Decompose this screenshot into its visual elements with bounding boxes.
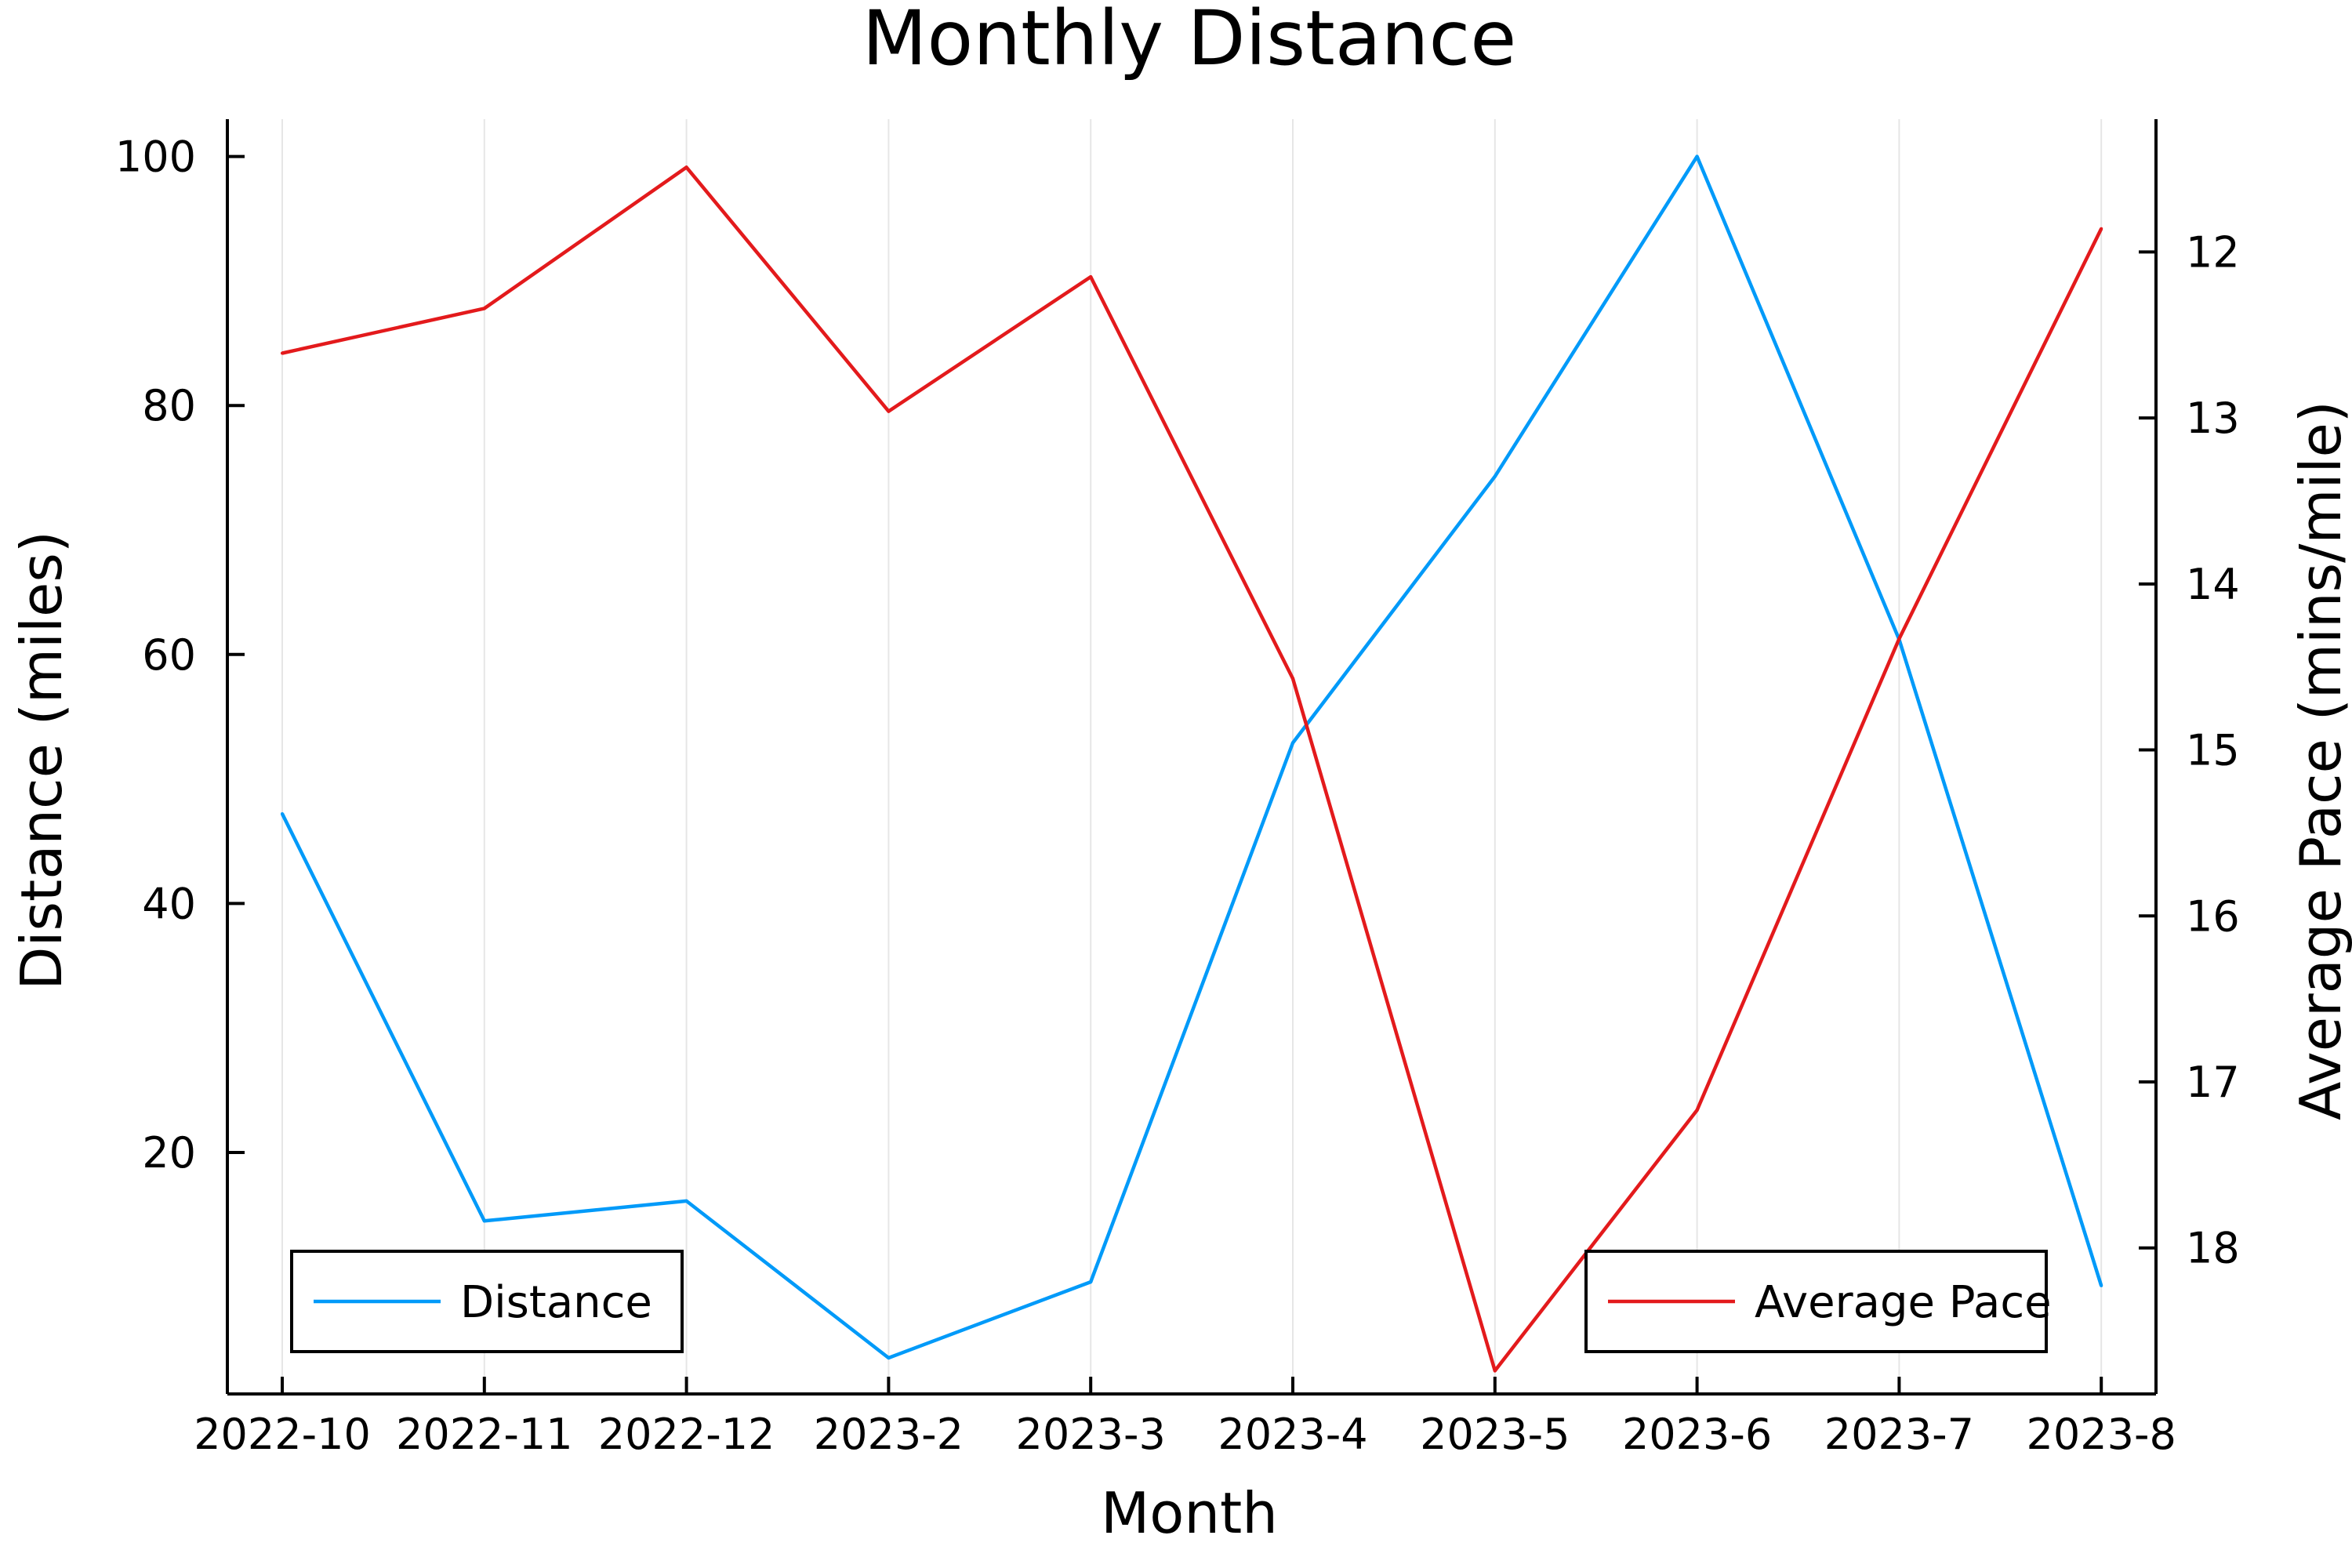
average-pace-point-2022-10 [281,351,284,355]
x-tick-label-2023-7: 2023-7 [1824,1410,1974,1459]
x-tick-label-2023-3: 2023-3 [1016,1410,1166,1459]
average-pace-legend: Average Pace [1584,1250,2052,1353]
x-tick-label-2023-4: 2023-4 [1218,1410,1367,1459]
distance-legend-label: Distance [460,1277,652,1328]
y2-tick-label-15: 15 [2186,726,2240,775]
chart-title: Monthly Distance [862,0,1517,82]
average-pace-point-2023-3 [1089,275,1093,279]
y2-tick-label-14: 14 [2186,560,2240,609]
x-tick-label-2022-10: 2022-10 [194,1410,371,1459]
y2-tick-label-16: 16 [2186,891,2240,941]
distance-point-2023-5 [1493,474,1497,478]
average-pace-point-2023-4 [1291,677,1294,681]
average-pace-point-2022-12 [684,165,688,169]
y2-tick-label-12: 12 [2186,227,2240,277]
distance-line [280,154,2103,1360]
distance-point-2023-4 [1291,741,1294,745]
axes-layer: 2022-10 2022-11 2022-12 2023-2 2023-3 2023-4 2… [115,119,2240,1459]
y-tick-label-40: 40 [142,879,196,928]
y2-tick-label-18: 18 [2186,1224,2240,1273]
average-pace-point-2023-6 [1695,1108,1699,1112]
x-tick-label-2023-5: 2023-5 [1420,1410,1570,1459]
series-layer [280,154,2103,1373]
distance-point-2022-12 [684,1199,688,1203]
average-pace-line [281,165,2103,1373]
x-tick-label-2022-12: 2022-12 [598,1410,775,1459]
y-tick-label-80: 80 [142,381,196,430]
average-pace-point-2023-7 [1897,637,1901,641]
y-tick-label-60: 60 [142,630,196,680]
x-tick-label-2023-6: 2023-6 [1622,1410,1772,1459]
distance-point-2022-10 [281,812,284,816]
average-pace-point-2022-11 [482,307,486,310]
y-tick-label-20: 20 [142,1128,196,1178]
distance-point-2023-3 [1089,1280,1093,1284]
y-axis-label: Distance (miles) [9,531,74,990]
distance-point-2022-11 [482,1219,486,1223]
y2-tick-label-13: 13 [2186,394,2240,443]
distance-legend: Distance [290,1250,684,1353]
average-pace-point-2023-2 [887,409,891,413]
y2-tick-label-17: 17 [2186,1058,2240,1107]
grid-lines [281,119,2103,1394]
x-tick-label-2023-2: 2023-2 [814,1410,964,1459]
distance-point-2023-8 [2100,1283,2103,1287]
average-pace-point-2023-8 [2100,227,2103,230]
x-tick-label-2022-11: 2022-11 [396,1410,573,1459]
y-tick-label-100: 100 [115,132,196,182]
y2-axis-label: Average Pace (mins/mile) [2288,401,2352,1120]
x-axis-label: Month [1101,1480,1278,1546]
average-pace-legend-label: Average Pace [1755,1277,2052,1328]
distance-point-2023-6 [1695,154,1699,158]
x-tick-label-2023-8: 2023-8 [2027,1410,2176,1459]
average-pace-point-2023-5 [1493,1369,1497,1373]
distance-point-2023-2 [887,1356,891,1359]
legend-layer: Distance Average Pace [290,1250,2052,1353]
